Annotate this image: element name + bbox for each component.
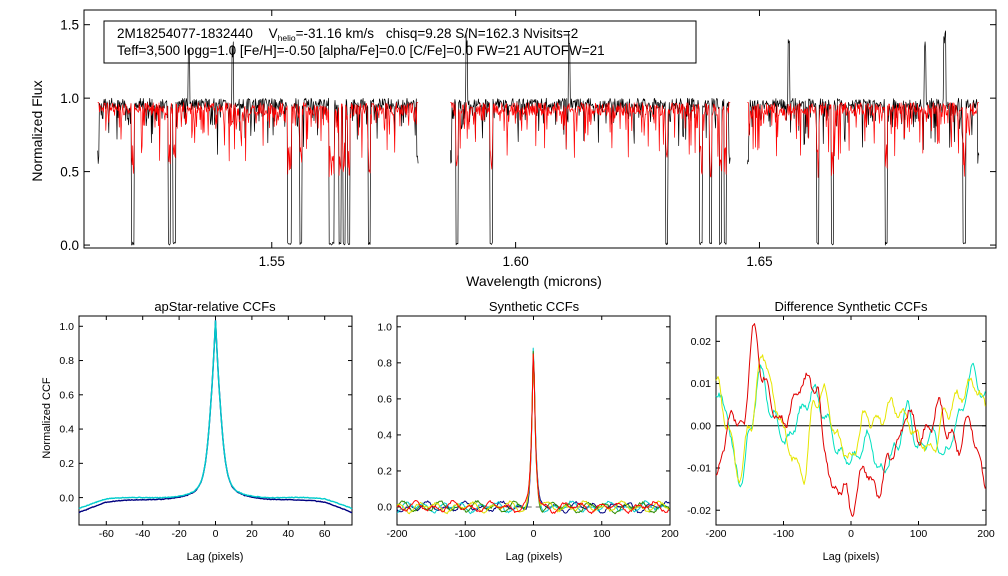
apstar-ytick-label: 0.2 bbox=[59, 458, 74, 470]
diff-ytick-label: -0.01 bbox=[687, 463, 711, 475]
synth-ytick-label: 0.6 bbox=[377, 394, 392, 406]
synth-xtick-label: -100 bbox=[455, 528, 476, 540]
spectrum-xtick-label: 1.65 bbox=[746, 254, 772, 269]
annotation-params: Teff=3,500 logg=1.0 [Fe/H]=-0.50 [alpha/… bbox=[117, 43, 605, 58]
spectrum-xtick-label: 1.55 bbox=[259, 254, 285, 269]
spectrum-lines bbox=[97, 30, 980, 246]
apstar-xlabel: Lag (pixels) bbox=[187, 551, 244, 563]
spectrum-ylabel: Normalized Flux bbox=[29, 80, 45, 181]
apstar-xtick-label: 20 bbox=[246, 528, 258, 540]
apstar-xtick-label: -20 bbox=[172, 528, 187, 540]
synth-xlabel: Lag (pixels) bbox=[506, 551, 563, 563]
synth-series-line bbox=[396, 347, 670, 515]
apstar-xtick-label: -40 bbox=[135, 528, 150, 540]
apstar-ytick-label: 0.4 bbox=[59, 424, 74, 436]
synth-xtick-label: 100 bbox=[593, 528, 611, 540]
apstar-title: apStar-relative CCFs bbox=[154, 299, 276, 314]
diff-xtick-label: 0 bbox=[848, 528, 854, 540]
diff-series-line bbox=[715, 323, 986, 517]
diff-title: Difference Synthetic CCFs bbox=[775, 299, 928, 314]
annotation-star-id: 2M18254077-1832440 bbox=[117, 26, 253, 41]
apstar-ytick-label: 0.0 bbox=[59, 492, 74, 504]
diff-ytick-label: 0.00 bbox=[691, 420, 712, 432]
spectrum-ytick-label: 1.5 bbox=[60, 17, 79, 32]
apstar-xtick-label: -60 bbox=[99, 528, 114, 540]
spectrum-ytick-label: 0.0 bbox=[60, 238, 79, 253]
spectrum-xtick-label: 1.60 bbox=[502, 254, 528, 269]
apstar-xtick-label: 40 bbox=[282, 528, 294, 540]
synth-ytick-label: 0.8 bbox=[377, 358, 392, 370]
spectrum-annotation-box: 2M18254077-1832440 Vhelio=-31.16 km/s ch… bbox=[103, 20, 697, 64]
spectrum-ytick-label: 0.5 bbox=[60, 164, 79, 179]
apstar-xtick-label: 60 bbox=[319, 528, 331, 540]
diff-xtick-label: 200 bbox=[977, 528, 995, 540]
synthetic-ccf-panel: Synthetic CCFs Lag (pixels) -200 -100 0 100… bbox=[377, 299, 679, 563]
annotation-stats: chisq=9.28 S/N=162.3 Nvisits=2 bbox=[386, 26, 579, 41]
apstar-ylabel: Normalized CCF bbox=[41, 377, 53, 459]
synth-series-line bbox=[396, 353, 670, 515]
apstar-ytick-label: 0.6 bbox=[59, 389, 74, 401]
synth-title: Synthetic CCFs bbox=[489, 299, 580, 314]
diff-ytick-label: 0.01 bbox=[691, 378, 712, 390]
spectrum-series-observed bbox=[97, 41, 419, 246]
spectrum-panel: 2M18254077-1832440 Vhelio=-31.16 km/s ch… bbox=[29, 9, 997, 289]
apstar-ccf-panel: apStar-relative CCFs Lag (pixels) Normal… bbox=[41, 299, 353, 563]
diff-ytick-label: -0.02 bbox=[687, 505, 711, 517]
spectrum-series-model bbox=[747, 102, 979, 178]
annotation-vhelio-symbol: V bbox=[269, 26, 278, 41]
diff-series-line bbox=[715, 362, 986, 488]
svg-text:2M18254077-1832440 Vhe: 2M18254077-1832440 Vhelio=-31.16 km/s ch… bbox=[117, 26, 578, 43]
diff-xtick-label: 100 bbox=[910, 528, 928, 540]
spectrum-xlabel: Wavelength (microns) bbox=[466, 273, 602, 289]
difference-ccf-panel: Difference Synthetic CCFs Lag (pixels) -… bbox=[687, 299, 995, 563]
synth-series-line bbox=[396, 350, 670, 515]
synth-ytick-label: 0.2 bbox=[377, 466, 392, 478]
diff-series-line bbox=[715, 354, 986, 485]
synth-xtick-label: 200 bbox=[661, 528, 679, 540]
apstar-ytick-label: 1.0 bbox=[59, 321, 74, 333]
synth-ytick-label: 0.0 bbox=[377, 502, 392, 514]
spectrum-plot-frame bbox=[83, 9, 997, 249]
apstar-ytick-label: 0.8 bbox=[59, 355, 74, 367]
spectrum-series-model bbox=[97, 102, 419, 178]
synth-ytick-label: 1.0 bbox=[377, 321, 392, 333]
apstar-series-line bbox=[78, 320, 353, 510]
synth-xtick-label: -200 bbox=[386, 528, 407, 540]
apstar-xtick-label: 0 bbox=[213, 528, 219, 540]
annotation-vhelio-subscript: helio bbox=[278, 33, 296, 43]
synth-ytick-label: 0.4 bbox=[377, 430, 392, 442]
diff-ytick-label: 0.02 bbox=[691, 336, 712, 348]
diff-xtick-label: -100 bbox=[773, 528, 794, 540]
spectrum-ytick-label: 1.0 bbox=[60, 91, 79, 106]
synth-xtick-label: 0 bbox=[531, 528, 537, 540]
annotation-vhelio-value: =-31.16 km/s bbox=[296, 26, 375, 41]
spectrum-series-observed bbox=[449, 31, 731, 246]
diff-xlabel: Lag (pixels) bbox=[823, 551, 880, 563]
diff-xtick-label: -200 bbox=[705, 528, 726, 540]
spectrum-series-observed bbox=[746, 30, 980, 246]
spectrum-series-model bbox=[450, 102, 731, 178]
